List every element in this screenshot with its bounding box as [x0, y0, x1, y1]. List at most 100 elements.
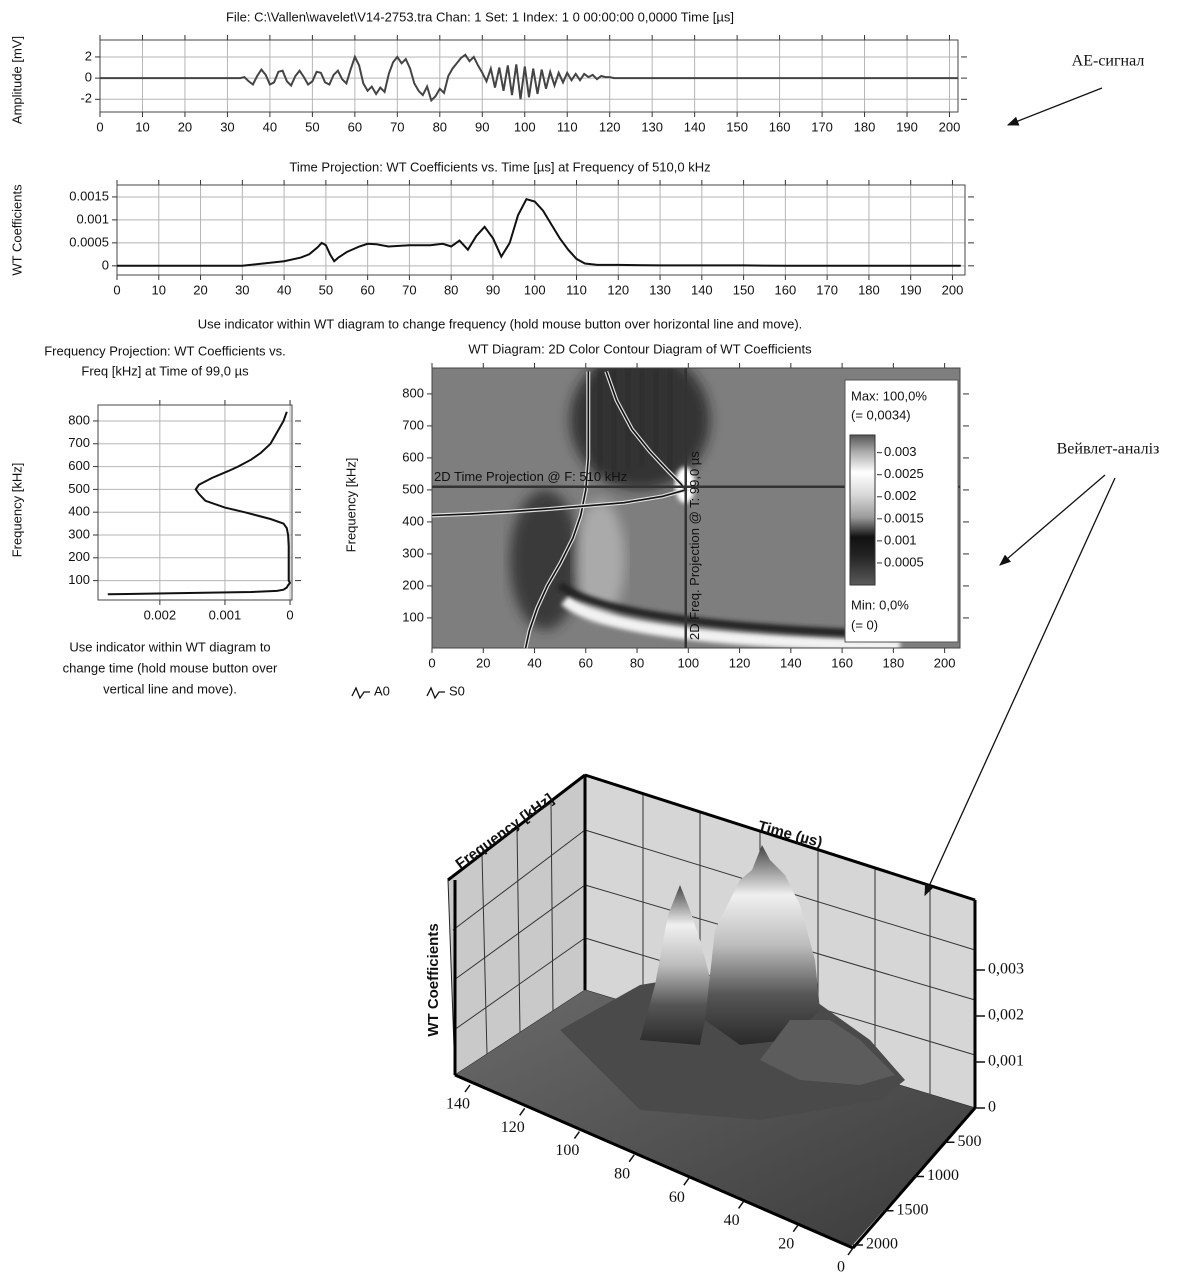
y-tick-label: 700	[402, 417, 424, 432]
x-tick-label: 190	[896, 119, 918, 134]
x-tick-label: 150	[733, 282, 755, 297]
plot-area	[100, 40, 958, 112]
y-axis-label: WT Coefficients	[9, 184, 24, 276]
annotation: Use indicator within WT diagram to	[69, 639, 270, 654]
y-tick-label: 0	[85, 70, 92, 85]
legend-label: A0	[374, 683, 390, 698]
x-tick-label: 10	[152, 282, 166, 297]
x-tick-label: 130	[641, 119, 663, 134]
y-tick-label: 600	[402, 449, 424, 464]
x-tick-label: 20	[178, 119, 192, 134]
y-tick-label: 1000	[927, 1167, 959, 1184]
x-tick-label: 60	[360, 282, 374, 297]
legend-label: S0	[449, 683, 465, 698]
y-tick-label: 100	[402, 609, 424, 624]
x-tick-label: 110	[566, 282, 587, 297]
y-tick-label: 300	[402, 545, 424, 560]
x-tick-label: 50	[319, 282, 333, 297]
x-tick-label: 80	[614, 1166, 630, 1183]
annotation-wavelet: Вейвлет-аналіз	[1057, 441, 1160, 458]
x-tick-label: 60	[579, 655, 593, 670]
annotation: Use indicator within WT diagram to chang…	[198, 316, 803, 331]
chart-title: File: C:\Vallen\wavelet\V14-2753.tra Cha…	[226, 9, 734, 24]
colorbar-tick-label: 0.003	[884, 444, 917, 459]
colorbar-tick-label: 0.001	[884, 532, 917, 547]
x-tick-label: 40	[724, 1212, 740, 1229]
x-tick-label: 80	[444, 282, 458, 297]
x-tick-label: 200	[934, 655, 956, 670]
colorbar-min-value: (= 0)	[851, 617, 878, 632]
x-tick-label: 70	[390, 119, 404, 134]
x-tick-label: 80	[630, 655, 644, 670]
x-tick-label: 0	[837, 1259, 845, 1273]
y-tick-label: 600	[68, 458, 90, 473]
colorbar-min-label: Min: 0,0%	[851, 597, 909, 612]
y-tick-label: 1500	[897, 1201, 929, 1218]
x-tick-label: 0.002	[144, 607, 177, 622]
annotation: change time (hold mouse button over	[63, 660, 278, 675]
x-tick-mark	[848, 1248, 853, 1255]
x-tick-label: 170	[811, 119, 833, 134]
chart-title: Freq [kHz] at Time of 99,0 µs	[81, 363, 249, 378]
x-tick-mark	[793, 1225, 798, 1232]
z-tick-label: 0,003	[988, 961, 1024, 978]
annotation-ae: AE-сигнал	[1072, 53, 1145, 70]
y-tick-label: 200	[402, 577, 424, 592]
x-tick-label: 180	[883, 655, 905, 670]
y-axis-label: Amplitude [mV]	[9, 36, 24, 124]
x-tick-label: 120	[607, 282, 629, 297]
plot-area	[117, 185, 965, 275]
surface-3d	[448, 775, 975, 1248]
y-tick-label: 0.001	[76, 211, 109, 226]
colorbar-tick-label: 0.0005	[884, 554, 924, 569]
x-tick-label: 20	[193, 282, 207, 297]
x-tick-label: 80	[433, 119, 447, 134]
annotation: vertical line and move).	[103, 681, 237, 696]
x-tick-label: 0.001	[209, 607, 242, 622]
z-tick-label: 0,002	[988, 1007, 1024, 1024]
crosshair-label: 2D Time Projection @ F: 510 kHz	[434, 469, 627, 484]
y-tick-label: 2000	[866, 1236, 898, 1253]
x-tick-label: 50	[305, 119, 319, 134]
y-tick-label: 400	[402, 513, 424, 528]
x-tick-label: 30	[220, 119, 234, 134]
x-tick-mark	[574, 1132, 579, 1139]
y-tick-label: 0	[102, 257, 109, 272]
y-tick-label: 500	[958, 1133, 982, 1150]
x-tick-label: 20	[476, 655, 490, 670]
x-tick-mark	[629, 1155, 634, 1162]
z-axis-label: WT Coefficients	[425, 923, 442, 1036]
x-tick-label: 200	[939, 119, 961, 134]
y-tick-label: 800	[68, 412, 90, 427]
y-axis-label: Frequency [kHz]	[343, 458, 358, 553]
colorbar-tick-label: 0.0025	[884, 466, 924, 481]
z-tick-label: 0,001	[988, 1053, 1024, 1070]
x-tick-label: 100	[677, 655, 699, 670]
x-tick-label: 40	[527, 655, 541, 670]
figure: AE-сигнал Вейвлет-аналіз 010203040506070…	[0, 0, 1190, 1273]
x-tick-label: 20	[778, 1235, 794, 1252]
y-tick-label: 100	[68, 572, 90, 587]
x-tick-label: 140	[446, 1096, 470, 1113]
x-tick-label: 130	[649, 282, 671, 297]
x-tick-label: 0	[286, 607, 293, 622]
x-tick-label: 120	[729, 655, 751, 670]
x-tick-mark	[684, 1178, 689, 1185]
y-tick-label: 0.0015	[69, 188, 109, 203]
colorbar-max-value: (= 0,0034)	[851, 407, 911, 422]
x-tick-label: 100	[524, 282, 546, 297]
legend-icon	[427, 688, 445, 698]
x-tick-label: 160	[769, 119, 791, 134]
x-tick-label: 190	[900, 282, 922, 297]
y-tick-label: 0.0005	[69, 234, 109, 249]
chart-title: Time Projection: WT Coefficients vs. Tim…	[289, 159, 710, 174]
x-tick-label: 140	[684, 119, 706, 134]
x-tick-label: 170	[816, 282, 838, 297]
y-tick-label: 500	[402, 481, 424, 496]
x-tick-label: 120	[501, 1119, 525, 1136]
y-tick-label: 2	[85, 48, 92, 63]
colorbar-tick-label: 0.0015	[884, 510, 924, 525]
y-tick-label: 500	[68, 481, 90, 496]
x-tick-label: 60	[348, 119, 362, 134]
x-tick-label: 60	[669, 1189, 685, 1206]
